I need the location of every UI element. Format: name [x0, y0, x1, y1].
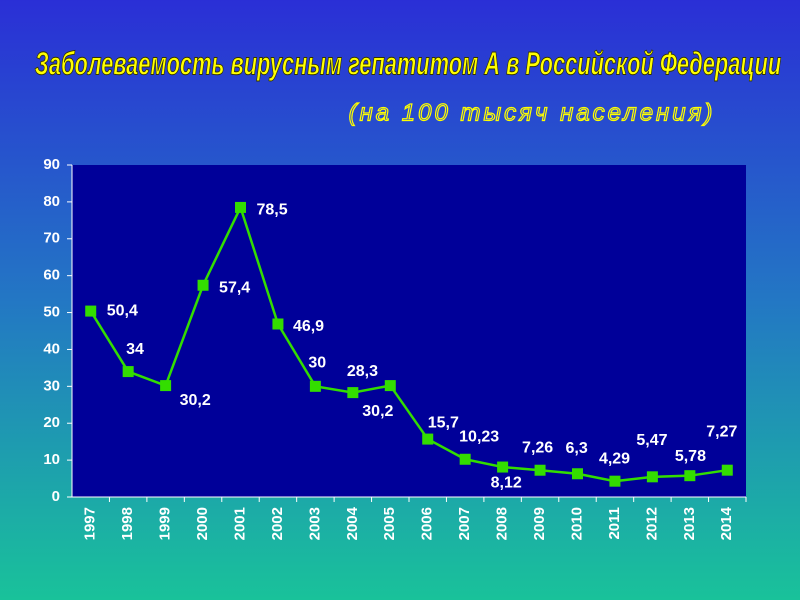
y-tick-label: 20	[43, 414, 60, 431]
y-tick-label: 10	[43, 451, 60, 468]
value-label: 34	[126, 341, 144, 358]
x-tick-label: 2007	[456, 507, 473, 540]
point	[534, 464, 546, 476]
y-tick-label: 70	[43, 230, 60, 247]
x-tick-label: 2005	[381, 507, 398, 540]
point	[646, 471, 658, 483]
y-tick-label: 30	[43, 377, 60, 394]
point	[422, 433, 434, 445]
x-tick-label: 2000	[194, 507, 211, 540]
value-label: 50,4	[107, 302, 138, 319]
value-label: 8,12	[491, 474, 522, 491]
x-tick-label: 2002	[269, 507, 286, 540]
value-label: 7,27	[706, 423, 737, 440]
x-tick-label: 2004	[344, 506, 361, 540]
point	[684, 470, 696, 482]
x-tick-label: 2010	[568, 507, 585, 540]
y-tick-label: 40	[43, 340, 60, 357]
chart-title: Заболеваемость вирусным гепатитом А в Ро…	[35, 45, 782, 81]
plot-area	[72, 165, 746, 497]
x-tick-label: 2014	[718, 506, 735, 540]
value-label: 15,7	[428, 414, 459, 431]
value-label: 30,2	[362, 403, 393, 420]
x-tick-label: 1998	[119, 507, 136, 540]
chart-subtitle: (на 100 тысяч населения)	[349, 99, 716, 126]
point	[272, 318, 284, 330]
point	[347, 387, 359, 399]
point	[197, 279, 209, 291]
x-tick-label: 2008	[494, 507, 511, 540]
point	[497, 461, 509, 473]
y-tick-label: 80	[43, 193, 60, 210]
x-tick-label: 1999	[157, 507, 174, 540]
point	[384, 380, 396, 392]
point	[122, 366, 134, 378]
point	[235, 201, 246, 213]
value-label: 4,29	[599, 450, 630, 467]
value-label: 28,3	[347, 363, 378, 380]
x-tick-label: 2009	[531, 507, 548, 540]
point	[459, 453, 471, 465]
x-tick-label: 2013	[681, 507, 698, 540]
point	[85, 305, 97, 317]
x-tick-label: 2012	[643, 507, 660, 540]
value-label: 10,23	[459, 428, 499, 445]
value-label: 30	[308, 355, 326, 372]
x-tick-label: 2003	[306, 507, 323, 540]
value-label: 7,26	[522, 439, 553, 456]
value-label: 78,5	[257, 202, 288, 219]
point	[309, 380, 321, 392]
value-label: 6,3	[566, 440, 588, 457]
x-tick-label: 2001	[231, 507, 248, 540]
y-tick-label: 50	[43, 304, 60, 321]
y-tick-label: 60	[43, 267, 60, 284]
series-line	[89, 204, 728, 483]
point	[572, 468, 583, 480]
value-label: 46,9	[293, 318, 324, 335]
value-label: 5,47	[636, 432, 667, 449]
point	[609, 475, 621, 487]
value-label: 30,2	[180, 392, 211, 409]
x-tick-label: 2006	[419, 507, 436, 540]
x-tick-label: 2011	[606, 507, 623, 540]
y-tick-label: 90	[43, 156, 60, 173]
point	[721, 464, 733, 476]
x-tick-label: 1997	[82, 507, 99, 540]
value-label: 57,4	[219, 279, 250, 296]
value-label: 5,78	[675, 448, 706, 465]
y-tick-label: 0	[52, 488, 60, 505]
point	[160, 380, 172, 392]
